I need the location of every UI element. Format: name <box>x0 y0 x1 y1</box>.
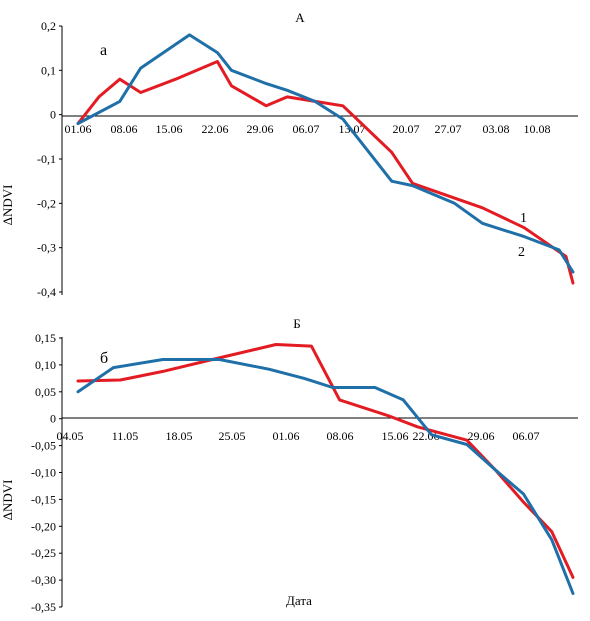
x-tick-label: 22.06 <box>202 122 229 136</box>
y-tick-label: 0,2 <box>41 19 56 33</box>
x-tick-label: 29.06 <box>468 429 495 443</box>
x-tick-label: 06.07 <box>293 122 320 136</box>
y-tick-label: -0,4 <box>37 285 56 299</box>
y-tick-label: -0,25 <box>31 546 56 560</box>
panel-a-title: А <box>295 10 305 25</box>
y-tick-label: -0,20 <box>31 519 56 533</box>
y-tick-label: -0,35 <box>31 600 56 614</box>
series-1-line <box>76 343 575 579</box>
y-tick-label: 0,05 <box>35 385 56 399</box>
y-tick-label: -0,1 <box>37 152 56 166</box>
chart-panel-b: Б б ΔNDVI Дата 0,15 0,10 0,05 0 -0,05 -0,10 -0… <box>0 316 578 614</box>
x-tick-label: 04.05 <box>57 429 84 443</box>
panel-a-series-2-label: 2 <box>518 245 525 260</box>
y-tick-label: 0,10 <box>35 358 56 372</box>
chart-panel-a: А а ΔNDVI 1 2 0,2 0,1 0 -0,1 -0,2 -0,3 -0,4 01.… <box>0 10 578 299</box>
y-tick-label: 0 <box>50 412 56 426</box>
x-tick-label: 18.05 <box>166 429 193 443</box>
x-tick-label: 01.06 <box>65 122 92 136</box>
x-tick-label: 15.06 <box>382 429 409 443</box>
x-tick-label: 08.06 <box>327 429 354 443</box>
y-tick-label: -0,15 <box>31 492 56 506</box>
x-tick-label: 10.08 <box>524 122 551 136</box>
panel-b-title: Б <box>293 316 300 331</box>
x-tick-label: 15.06 <box>156 122 183 136</box>
series-1-line <box>76 60 575 285</box>
panel-a-y-axis-label: ΔNDVI <box>0 185 15 226</box>
y-tick-label: -0,3 <box>37 241 56 255</box>
panel-b-label: б <box>100 350 108 367</box>
series-2-line <box>76 33 575 274</box>
panel-b-x-axis-label: Дата <box>286 593 312 608</box>
x-tick-label: 01.06 <box>273 429 300 443</box>
y-tick-label: 0,15 <box>35 331 56 345</box>
x-tick-label: 27.07 <box>435 122 462 136</box>
x-tick-label: 03.08 <box>483 122 510 136</box>
x-tick-label: 06.07 <box>513 429 540 443</box>
x-tick-label: 20.07 <box>393 122 420 136</box>
y-tick-label: 0,1 <box>41 63 56 77</box>
panel-a-series-1-label: 1 <box>520 211 527 226</box>
series-2-line <box>76 358 575 595</box>
panel-b-y-axis-label: ΔNDVI <box>0 480 15 521</box>
y-tick-label: -0,10 <box>31 466 56 480</box>
panel-a-label: а <box>100 42 107 59</box>
y-tick-label: -0,2 <box>37 196 56 210</box>
x-tick-label: 11.05 <box>112 429 139 443</box>
x-tick-label: 29.06 <box>247 122 274 136</box>
x-tick-label: 25.05 <box>219 429 246 443</box>
x-tick-label: 08.06 <box>111 122 138 136</box>
y-tick-label: -0,05 <box>31 439 56 453</box>
y-tick-label: 0 <box>50 108 56 122</box>
y-tick-label: -0,30 <box>31 573 56 587</box>
